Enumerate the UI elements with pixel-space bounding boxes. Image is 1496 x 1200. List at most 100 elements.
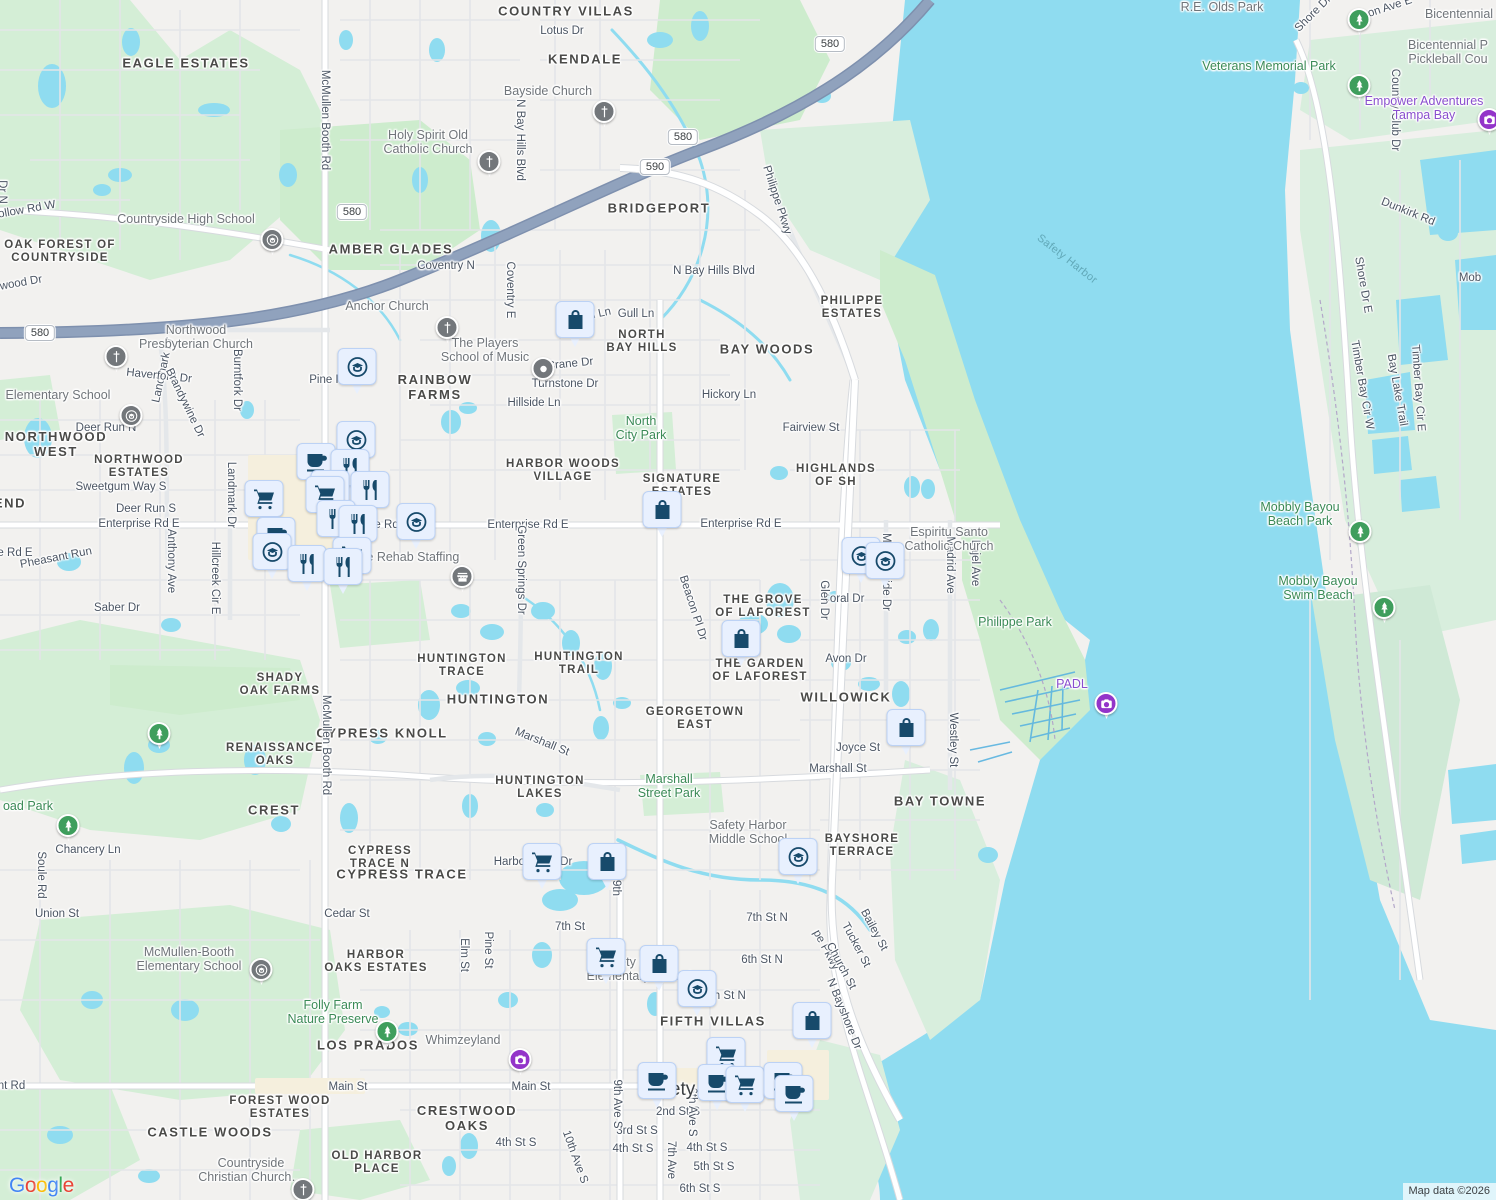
pin-box xyxy=(287,545,327,582)
saved-grocery-5[interactable] xyxy=(586,938,626,984)
shopping-bag-icon xyxy=(729,627,753,651)
saved-school-4[interactable] xyxy=(396,503,436,549)
green-strip-580 xyxy=(760,120,930,280)
school-icon xyxy=(685,977,709,1001)
store-icon xyxy=(455,570,469,584)
restaurant-icon xyxy=(331,555,355,579)
cafe-icon xyxy=(304,450,328,474)
saved-school-8[interactable] xyxy=(677,970,717,1016)
shopping-bag-icon xyxy=(894,716,918,740)
saved-shop-1[interactable] xyxy=(555,301,595,347)
school-icon xyxy=(254,963,268,977)
pin-body xyxy=(147,722,171,745)
restaurant-icon xyxy=(295,552,319,576)
saved-shop-4[interactable] xyxy=(721,620,761,666)
pin-box xyxy=(555,301,595,338)
bayside-church-pin[interactable] xyxy=(592,100,616,130)
countryside-christian-church-pin[interactable] xyxy=(291,1178,315,1200)
pin-box xyxy=(639,945,679,982)
pin-body xyxy=(1347,74,1371,97)
highway-580 xyxy=(0,0,935,339)
northwood-presbyterian-pin[interactable] xyxy=(104,345,128,375)
pin-box xyxy=(721,620,761,657)
advance-rehab-staffing-pin[interactable] xyxy=(450,565,474,595)
pin-body xyxy=(104,345,128,368)
folly-farm-pin[interactable] xyxy=(375,1020,399,1050)
saved-grocery-4[interactable] xyxy=(522,843,562,889)
highway-shield-590: 590 xyxy=(639,159,671,175)
shopping-bag-icon xyxy=(595,850,619,874)
saved-cafe-3[interactable] xyxy=(637,1062,677,1108)
pin-box xyxy=(323,548,363,585)
pin-box xyxy=(865,542,905,579)
pin-body xyxy=(592,100,616,123)
shopping-bag-icon xyxy=(800,1009,824,1033)
saved-shop-3[interactable] xyxy=(642,491,682,537)
saved-school-1[interactable] xyxy=(337,348,377,394)
pin-box xyxy=(637,1062,677,1099)
saved-school-3[interactable] xyxy=(252,533,292,579)
pin-box xyxy=(586,938,626,975)
pin-body xyxy=(249,958,273,981)
highway-shield-580: 580 xyxy=(667,129,699,145)
pin-box xyxy=(677,970,717,1007)
saved-cafe-6[interactable] xyxy=(774,1075,814,1121)
shopping-bag-icon xyxy=(563,308,587,332)
google-logo[interactable]: Google xyxy=(9,1174,74,1197)
saved-grocery-7[interactable] xyxy=(725,1066,765,1112)
pin-body xyxy=(1477,108,1496,131)
pin-box xyxy=(337,348,377,385)
saved-shop-7[interactable] xyxy=(639,945,679,991)
church-icon xyxy=(482,155,496,169)
school-icon xyxy=(260,540,284,564)
school-icon xyxy=(873,549,897,573)
saved-shop-8[interactable] xyxy=(792,1002,832,1048)
veterans-memorial-park-pin[interactable] xyxy=(1347,74,1371,104)
saved-restaurant-5[interactable] xyxy=(287,545,327,591)
mcmullen-booth-elementary-pin[interactable] xyxy=(249,958,273,988)
park-green-bl2 xyxy=(0,1085,140,1200)
shopping-cart-icon xyxy=(594,945,618,969)
mobbly-bayou-swim-beach-pin[interactable] xyxy=(1372,596,1396,626)
mobbly-bayou-beach-park-pin[interactable] xyxy=(1348,520,1372,550)
green-coast-strip xyxy=(890,760,1000,1040)
park-icon xyxy=(1353,525,1367,539)
restaurant-icon xyxy=(346,512,370,536)
saved-school-7[interactable] xyxy=(778,838,818,884)
camera-icon xyxy=(513,1053,527,1067)
players-school-of-music-pin[interactable] xyxy=(531,357,555,387)
countryside-high-school-pin[interactable] xyxy=(260,228,284,258)
school-icon xyxy=(265,233,279,247)
holy-spirit-church-pin[interactable] xyxy=(477,150,501,180)
pin-body xyxy=(1348,520,1372,543)
church-icon xyxy=(296,1183,310,1197)
saved-shop-6[interactable] xyxy=(587,843,627,889)
pin-box xyxy=(778,838,818,875)
trail-park-pin[interactable] xyxy=(147,722,171,752)
saved-grocery-1[interactable] xyxy=(244,480,284,526)
padl-pin[interactable] xyxy=(1094,692,1118,722)
empower-adventures-pin[interactable] xyxy=(1477,108,1496,138)
pin-body xyxy=(1347,8,1371,31)
shopping-cart-icon xyxy=(714,1044,738,1068)
anchor-church-pin[interactable] xyxy=(435,316,459,346)
school-icon xyxy=(786,845,810,869)
road-park-pin[interactable] xyxy=(56,814,80,844)
saved-shop-5[interactable] xyxy=(886,709,926,755)
pin-body xyxy=(508,1048,532,1071)
re-olds-park-pin[interactable] xyxy=(1347,8,1371,38)
pin-box xyxy=(522,843,562,880)
restaurant-icon xyxy=(358,478,382,502)
pin-body xyxy=(531,357,555,380)
pin-body xyxy=(477,150,501,173)
saved-restaurant-6[interactable] xyxy=(323,548,363,594)
pin-body xyxy=(450,565,474,588)
whimzeyland-pin[interactable] xyxy=(508,1048,532,1078)
church-icon xyxy=(109,350,123,364)
shopping-cart-icon xyxy=(530,850,554,874)
church-icon xyxy=(440,321,454,335)
saved-school-6[interactable] xyxy=(865,542,905,588)
elementary-school-pin[interactable] xyxy=(119,404,143,434)
